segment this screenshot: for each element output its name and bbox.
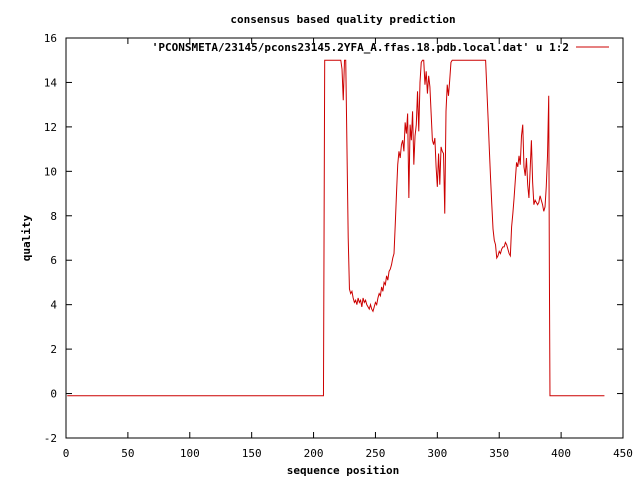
x-tick-label: 400 (551, 447, 571, 460)
x-tick-label: 250 (366, 447, 386, 460)
x-tick-label: 350 (489, 447, 509, 460)
y-tick-label: 2 (50, 343, 57, 356)
x-axis-ticks: 0 50 100 150 200 250 300 350 400 450 (63, 38, 633, 460)
y-tick-label: -2 (44, 432, 57, 445)
plot-frame (65, 37, 624, 439)
x-axis-label: sequence position (287, 464, 400, 477)
x-tick-label: 100 (180, 447, 200, 460)
y-tick-label: 16 (44, 32, 57, 45)
x-tick-label: 200 (304, 447, 324, 460)
x-tick-label: 150 (242, 447, 262, 460)
y-tick-label: 6 (50, 254, 57, 267)
x-tick-label: 50 (121, 447, 134, 460)
legend-label: 'PCONSMETA/23145/pcons23145.2YFA_A.ffas.… (152, 41, 569, 54)
y-tick-label: 14 (44, 76, 58, 89)
series-group (67, 59, 605, 397)
x-tick-label: 0 (63, 447, 70, 460)
y-tick-label: 12 (44, 121, 57, 134)
series-line (67, 59, 605, 397)
y-axis-ticks: -2 0 2 4 6 8 10 12 14 16 (44, 32, 623, 445)
y-tick-label: 0 (50, 388, 57, 401)
x-tick-label: 450 (613, 447, 633, 460)
y-tick-label: 4 (50, 299, 57, 312)
x-tick-label: 300 (427, 447, 447, 460)
chart-title: consensus based quality prediction (230, 13, 455, 26)
legend: 'PCONSMETA/23145/pcons23145.2YFA_A.ffas.… (152, 41, 609, 54)
y-tick-label: 8 (50, 210, 57, 223)
y-axis-label: quality (20, 214, 33, 261)
y-tick-label: 10 (44, 165, 57, 178)
